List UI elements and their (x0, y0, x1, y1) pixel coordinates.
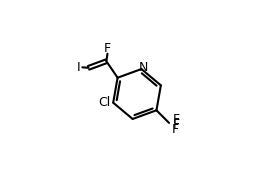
Text: F: F (173, 113, 180, 126)
Text: N: N (139, 61, 149, 74)
Text: F: F (173, 118, 180, 131)
Text: I: I (77, 61, 81, 74)
Text: F: F (171, 123, 179, 136)
Text: F: F (104, 42, 111, 55)
Text: Cl: Cl (98, 96, 110, 109)
